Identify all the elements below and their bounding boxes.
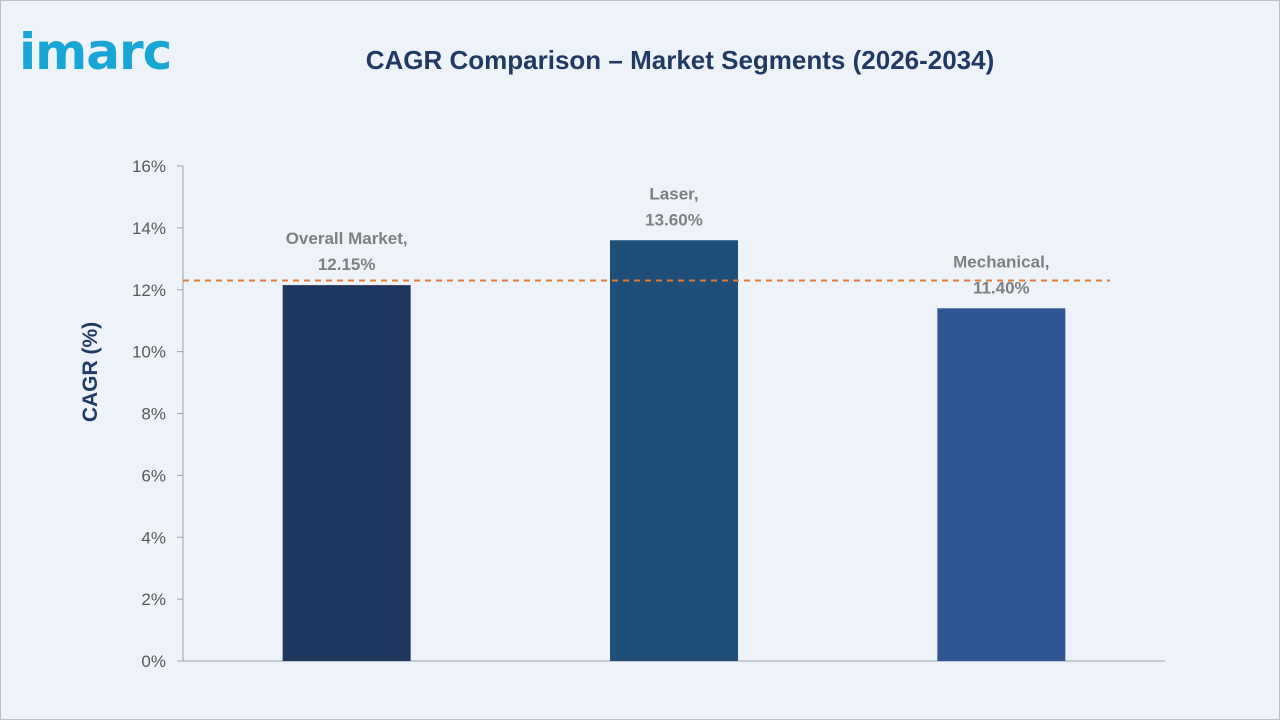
data-label-value: 12.15% [318,255,376,274]
y-axis-title: CAGR (%) [79,322,102,422]
y-tick-label: 6% [141,466,166,485]
y-tick-label: 0% [141,652,166,671]
data-label-value: 11.40% [973,278,1030,297]
bar-overall-market [282,285,411,661]
y-tick-label: 4% [141,528,166,547]
imarc-logo: imarc [19,23,172,81]
data-label-name: Overall Market, [286,229,408,248]
y-tick-label: 12% [132,281,166,300]
y-tick-label: 8% [141,405,166,424]
y-tick-label: 10% [132,343,166,362]
bar-mechanical [937,308,1066,661]
y-tick-label: 16% [132,157,166,176]
data-label-name: Mechanical, [953,252,1049,271]
bar-laser [610,240,738,661]
y-tick-label: 14% [132,219,166,238]
data-label-name: Laser, [649,184,698,203]
y-tick-label: 2% [141,590,166,609]
chart-title: CAGR Comparison – Market Segments (2026-… [365,45,995,75]
data-label-value: 13.60% [645,210,703,229]
